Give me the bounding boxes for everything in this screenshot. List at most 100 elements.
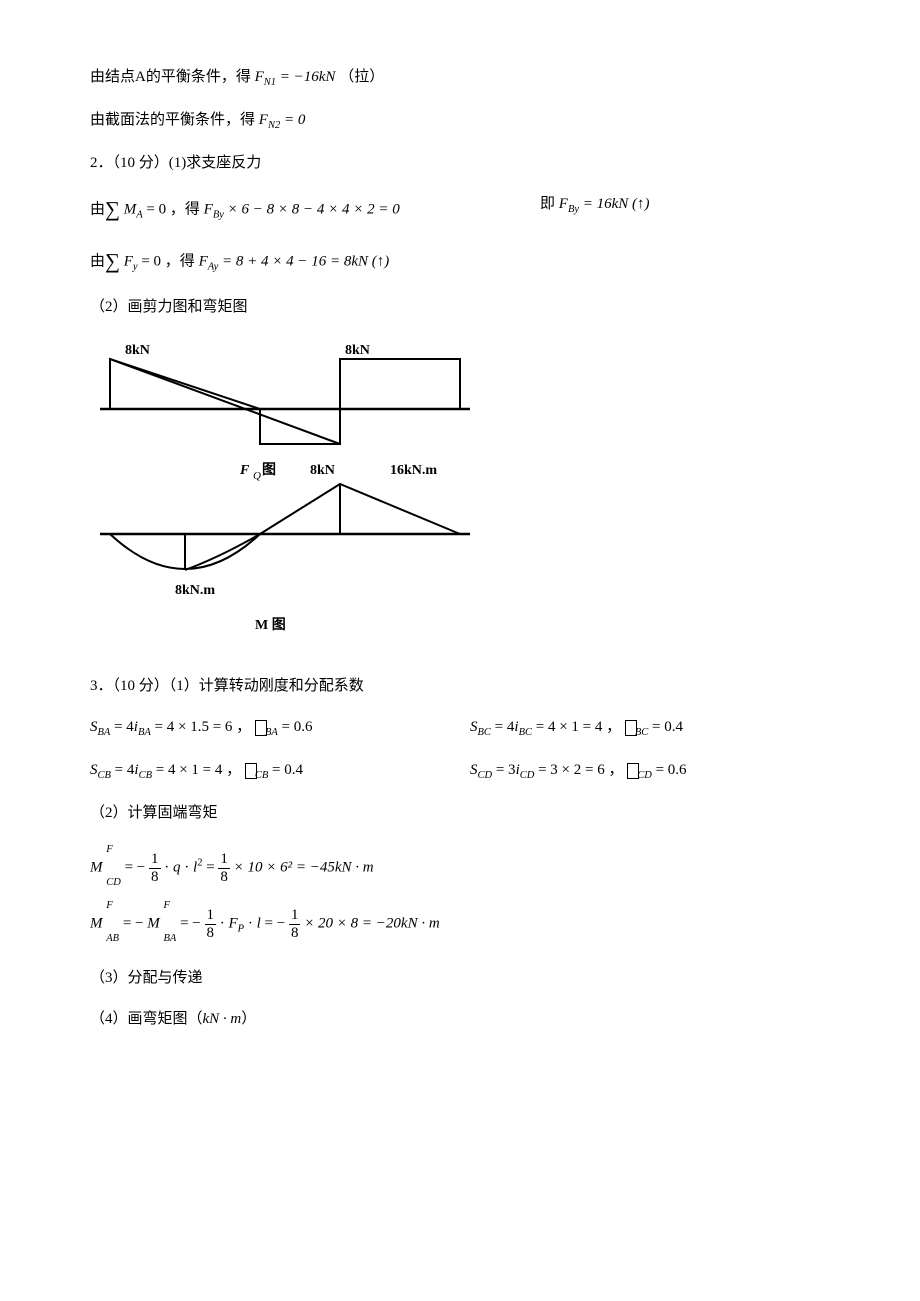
prefix: 由: [90, 201, 105, 217]
q3-heading: 3．（10 分）（1）计算转动刚度和分配系数: [90, 673, 830, 700]
sub: CB: [139, 770, 152, 781]
sub: By: [568, 204, 579, 215]
sub: BA: [265, 727, 278, 738]
val: = 0.4: [272, 762, 303, 778]
eq2: = 4 × 1 = 4 ，: [156, 762, 241, 778]
svg-text:图: 图: [262, 462, 276, 478]
frac-1-8: 18: [205, 907, 217, 941]
svg-text:8kN.m: 8kN.m: [175, 583, 215, 598]
svg-text:8kN: 8kN: [345, 343, 370, 358]
shear-moment-diagram: 8kN8kNFQ图8kN16kN.m8kN.mM 图: [90, 339, 830, 649]
rest: × 10 × 6² = −45kN · m: [234, 860, 374, 876]
var-F: F: [204, 201, 213, 217]
S: S: [90, 719, 98, 735]
q: q: [173, 860, 181, 876]
sub: BA: [138, 727, 151, 738]
suffix: （拉）: [339, 69, 384, 85]
sub: BC: [478, 727, 491, 738]
eq: = 4: [114, 719, 134, 735]
dot: ·: [164, 860, 173, 876]
var-F: F: [199, 253, 208, 269]
S: S: [470, 762, 478, 778]
right: SBC = 4iBC = 4 × 1 = 4 ， BC = 0.4: [470, 714, 683, 743]
S: S: [90, 762, 98, 778]
eq: = 4: [115, 762, 135, 778]
line-node-a: 由结点A的平衡条件，得 FN1 = −16kN （拉）: [90, 64, 830, 93]
left: SBA = 4iBA = 4 × 1.5 = 6 ， BA = 0.6: [90, 714, 410, 743]
val: = 0.6: [656, 762, 687, 778]
M: M: [90, 916, 103, 932]
eq-sum-ma: 由∑ MA = 0 ，得 FBy × 6 − 8 × 8 − 4 × 4 × 2…: [90, 191, 830, 229]
eq: = −16kN: [280, 69, 336, 85]
eq2: =: [206, 860, 218, 876]
right-part: 即 FBy = 16kN (↑): [540, 191, 650, 229]
expr: × 6 − 8 × 8 − 4 × 4 × 2 = 0: [228, 201, 400, 217]
val: = 16kN (↑): [583, 196, 650, 212]
svg-text:F: F: [239, 463, 250, 478]
prefix: 由: [90, 253, 105, 269]
text: （3）分配与传递: [90, 970, 203, 986]
stiffness-row-2: SCB = 4iCB = 4 × 1 = 4 ， CB = 0.4 SCD = …: [90, 757, 830, 786]
sub: Ay: [208, 261, 219, 272]
S: S: [470, 719, 478, 735]
eq2: = −: [180, 916, 201, 932]
svg-text:Q: Q: [253, 470, 261, 482]
val: = 0.6: [282, 719, 313, 735]
dot: ·: [181, 860, 194, 876]
sub: AB: [106, 933, 119, 944]
line-section-method: 由截面法的平衡条件，得 FN2 = 0: [90, 107, 830, 136]
sub: CB: [98, 770, 111, 781]
left-part: 由∑ MA = 0 ，得 FBy × 6 − 8 × 8 − 4 × 4 × 2…: [90, 191, 480, 229]
fem-eq-2: M FAB = − M FBA = − 18 · FP · l = − 18 ×…: [90, 897, 830, 951]
var-F: F: [559, 196, 568, 212]
eq: = 4: [495, 719, 515, 735]
sigma-icon: ∑: [105, 249, 120, 273]
sub: BA: [164, 933, 177, 944]
right: SCD = 3iCD = 3 × 2 = 6 ， CD = 0.6: [470, 757, 687, 786]
M: M: [90, 860, 103, 876]
text: 3．（10 分）（1）计算转动刚度和分配系数: [90, 678, 364, 694]
fem-eq-1: M FCD = − 18 · q · l2 = 18 × 10 × 6² = −…: [90, 841, 830, 895]
expr: = 8 + 4 × 4 − 16 = 8kN (↑): [222, 253, 389, 269]
eq2: = 4 × 1.5 = 6 ，: [155, 719, 252, 735]
sub: CD: [520, 770, 535, 781]
q2-heading: 2．（10 分）(1)求支座反力: [90, 150, 830, 177]
text: （2）画剪力图和弯矩图: [90, 299, 248, 315]
sub: A: [136, 209, 142, 220]
eq2: = 3 × 2 = 6 ，: [538, 762, 623, 778]
sup: F: [164, 900, 170, 911]
sub: N1: [264, 77, 276, 88]
sub: CD: [106, 877, 121, 888]
sub: P: [238, 924, 244, 935]
eq3: = −: [265, 916, 286, 932]
svg-text:8kN: 8kN: [310, 463, 335, 478]
eq2: = 4 × 1 = 4 ，: [536, 719, 621, 735]
q3-sub3: （3）分配与传递: [90, 965, 830, 992]
eq-sum-fy: 由∑ Fy = 0 ，得 FAy = 8 + 4 × 4 − 16 = 8kN …: [90, 243, 830, 281]
frac-1-8b: 18: [289, 907, 301, 941]
sub: CD: [637, 770, 652, 781]
frac-1-8b: 18: [218, 851, 230, 885]
dot: ·: [248, 916, 257, 932]
text: 由截面法的平衡条件，得: [90, 112, 259, 128]
var-F: F: [124, 253, 133, 269]
var-F: F: [259, 112, 268, 128]
kn: kN · m: [203, 1011, 242, 1027]
eq: = −: [125, 860, 146, 876]
Fp: F: [229, 916, 238, 932]
text: 2．（10 分）(1)求支座反力: [90, 155, 261, 171]
rest: × 20 × 8 = −20kN · m: [304, 916, 439, 932]
q3-sub2: （2）计算固端弯矩: [90, 800, 830, 827]
sub: CD: [478, 770, 493, 781]
sup: F: [106, 900, 112, 911]
mid: = 0 ，得: [146, 201, 203, 217]
left: SCB = 4iCB = 4 × 1 = 4 ， CB = 0.4: [90, 757, 410, 786]
sub: BC: [635, 727, 648, 738]
pre: 即: [540, 196, 559, 212]
text: 由结点A的平衡条件，得: [90, 69, 255, 85]
val: = 0.4: [652, 719, 683, 735]
l: l: [257, 916, 261, 932]
dot: ·: [220, 916, 229, 932]
svg-text:16kN.m: 16kN.m: [390, 463, 437, 478]
sub: N2: [268, 120, 280, 131]
